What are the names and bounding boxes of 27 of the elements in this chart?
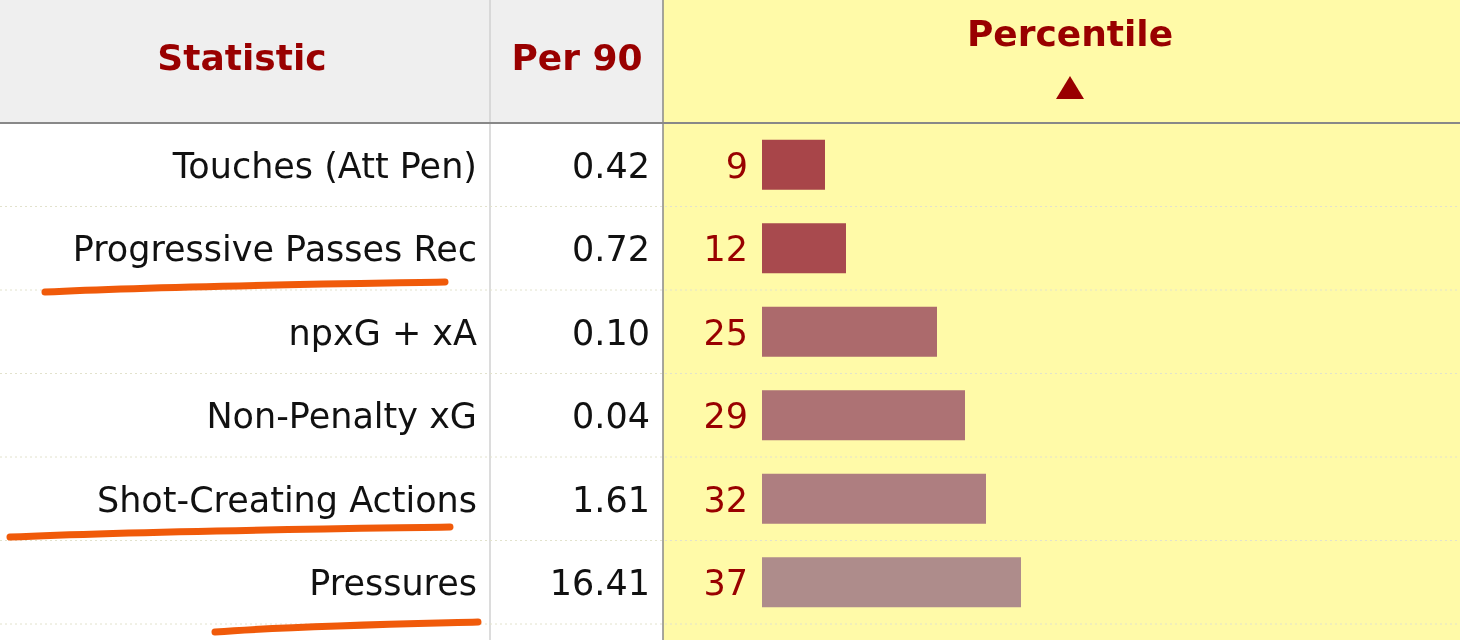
bar [762, 557, 1021, 608]
data-label: 29 [703, 396, 748, 437]
x-axis-title: Percentile [966, 13, 1174, 54]
data-label: 32 [703, 479, 748, 520]
text: 16.41 [549, 563, 650, 604]
text: 0.10 [572, 312, 650, 353]
text: 0.72 [572, 229, 650, 270]
y-tick-label: Shot-Creating Actions [96, 479, 477, 520]
y-tick-label: Progressive Passes Rec [72, 229, 477, 270]
bar [762, 139, 825, 190]
text: 1.61 [572, 479, 650, 520]
y-axis-title: Statistic [157, 37, 327, 78]
data-label: 9 [725, 145, 748, 186]
y-tick-label: Pressures [309, 563, 477, 604]
text: 0.42 [572, 145, 650, 186]
y-tick-label: npxG + xA [288, 312, 478, 353]
y-tick-label: Touches (Att Pen) [171, 145, 477, 186]
bar [762, 306, 937, 357]
bar [762, 473, 986, 524]
data-label: 12 [703, 229, 748, 270]
text: 0.04 [572, 396, 650, 437]
bar [762, 390, 965, 441]
bar [762, 223, 846, 274]
text: Per 90 [511, 37, 643, 78]
data-label: 25 [703, 312, 748, 353]
y-tick-label: Non-Penalty xG [206, 396, 477, 437]
data-label: 37 [703, 563, 748, 604]
